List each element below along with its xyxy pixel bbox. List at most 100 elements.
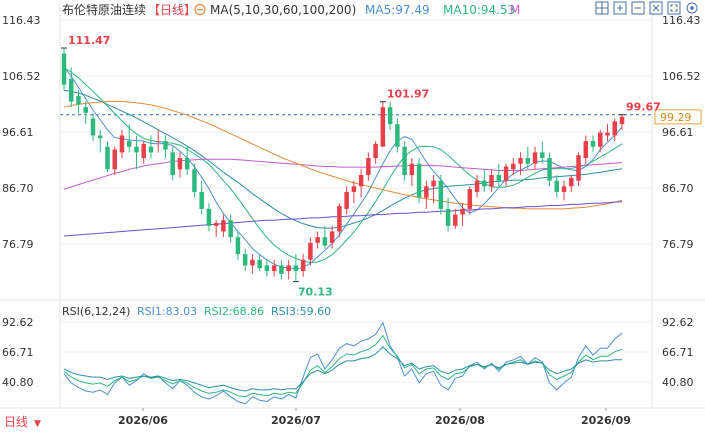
rsi3-value: RSI3:59.60 [271, 305, 331, 318]
candle-body [453, 214, 458, 226]
candle-body [387, 107, 393, 125]
current-price-badge: 99.29 [654, 109, 702, 125]
candle-body [90, 118, 96, 136]
candle [496, 163, 502, 187]
candle-body [300, 259, 306, 272]
candle-body [612, 121, 617, 136]
zoom-in-icon[interactable] [613, 1, 627, 15]
candle-body [177, 158, 183, 170]
candle [250, 254, 255, 274]
candle-body [619, 116, 625, 125]
candle-body [213, 223, 219, 226]
candle [271, 259, 277, 277]
candle [409, 158, 415, 187]
rsi-axis-left: 92.62 66.71 40.80 [2, 316, 34, 389]
candle-body [366, 158, 371, 176]
candle-body [337, 206, 342, 232]
candle-body [163, 141, 168, 150]
candle [460, 203, 465, 226]
price-tick-left: 116.43 [2, 14, 41, 27]
candle-body [424, 186, 429, 198]
candle-body [112, 149, 117, 170]
candle [206, 203, 212, 232]
period-toggle-icon[interactable] [194, 3, 206, 16]
rsi-tick-right: 92.62 [662, 316, 694, 329]
candle [605, 124, 610, 142]
candle-body [576, 155, 581, 181]
candle [380, 101, 386, 147]
candle-body [467, 189, 473, 209]
price-axis-right: 116.43 106.52 96.61 86.70 76.79 [662, 14, 701, 251]
candle [576, 152, 581, 187]
candle-body [605, 132, 610, 136]
candle-body [416, 163, 422, 198]
candle [76, 90, 81, 113]
candle [598, 129, 603, 153]
fullscreen-icon[interactable] [667, 1, 681, 15]
candle [322, 225, 328, 249]
rsi2-value: RSI2:68.86 [204, 305, 264, 318]
period-selector[interactable]: 日线 ▼ [4, 415, 41, 429]
candle [511, 158, 516, 176]
candle [344, 186, 349, 215]
period-tag[interactable]: 【日线】 [148, 3, 196, 17]
candle-body [445, 208, 451, 226]
chevron-down-icon[interactable]: ▼ [34, 419, 41, 429]
rsi-lines [63, 321, 623, 405]
candle-body [134, 146, 139, 153]
price-tick-right: 116.43 [662, 14, 701, 27]
close-icon[interactable] [649, 1, 663, 15]
candle-body [395, 124, 400, 147]
candle [569, 175, 574, 192]
candle [373, 141, 378, 164]
candle [119, 129, 125, 159]
price-tick-left: 76.79 [2, 238, 34, 251]
candle [482, 169, 487, 192]
zoom-out-icon[interactable] [631, 1, 645, 15]
candle-body [293, 265, 299, 272]
price-tick-right: 76.79 [662, 238, 694, 251]
candle-body [199, 191, 204, 209]
candle [69, 67, 74, 108]
candle-body [192, 169, 197, 192]
x-axis: 2026/06 2026/07 2026/08 2026/09 [118, 408, 631, 427]
ma5-value: MA5:97.49 [365, 3, 430, 17]
x-tick-label: 2026/07 [271, 414, 321, 427]
candle-body [590, 141, 596, 147]
candle-body [474, 180, 480, 192]
candle-body [315, 237, 320, 243]
x-tick-label: 2026/08 [435, 414, 485, 427]
candle-body [569, 177, 574, 187]
candle-body [308, 242, 313, 260]
candle [97, 129, 103, 153]
candle [264, 259, 270, 277]
rsi-settings-label[interactable]: RSI(6,12,24) [62, 305, 130, 318]
candle [329, 225, 335, 249]
candle-body [373, 143, 378, 159]
candle-body [525, 158, 531, 164]
candle-body [257, 259, 262, 269]
candle [540, 141, 545, 164]
candle-body [155, 141, 161, 143]
candle-body [83, 107, 88, 113]
ma-settings-label[interactable]: MA(5,10,30,60,100,200) [210, 3, 356, 17]
candle-body [583, 141, 589, 159]
instrument-title: 布伦特原油连续 [62, 2, 146, 17]
annotation-label: 111.47 [68, 34, 110, 47]
candle-body [402, 146, 407, 176]
candle [619, 114, 625, 130]
rsi-axis-right: 92.62 66.71 40.80 [662, 316, 694, 389]
rsi-tick-right: 66.71 [662, 346, 694, 359]
period-button-label[interactable]: 日线 [4, 415, 28, 429]
candle-body [598, 132, 603, 147]
grid-icon[interactable] [595, 1, 609, 15]
candle [467, 186, 473, 215]
candle [337, 203, 342, 238]
candle-body [547, 158, 552, 181]
annotation-label: 70.13 [298, 286, 333, 299]
candle [503, 163, 509, 187]
candle-body [141, 143, 146, 159]
candle [402, 141, 407, 181]
settings-icon[interactable] [686, 2, 698, 14]
